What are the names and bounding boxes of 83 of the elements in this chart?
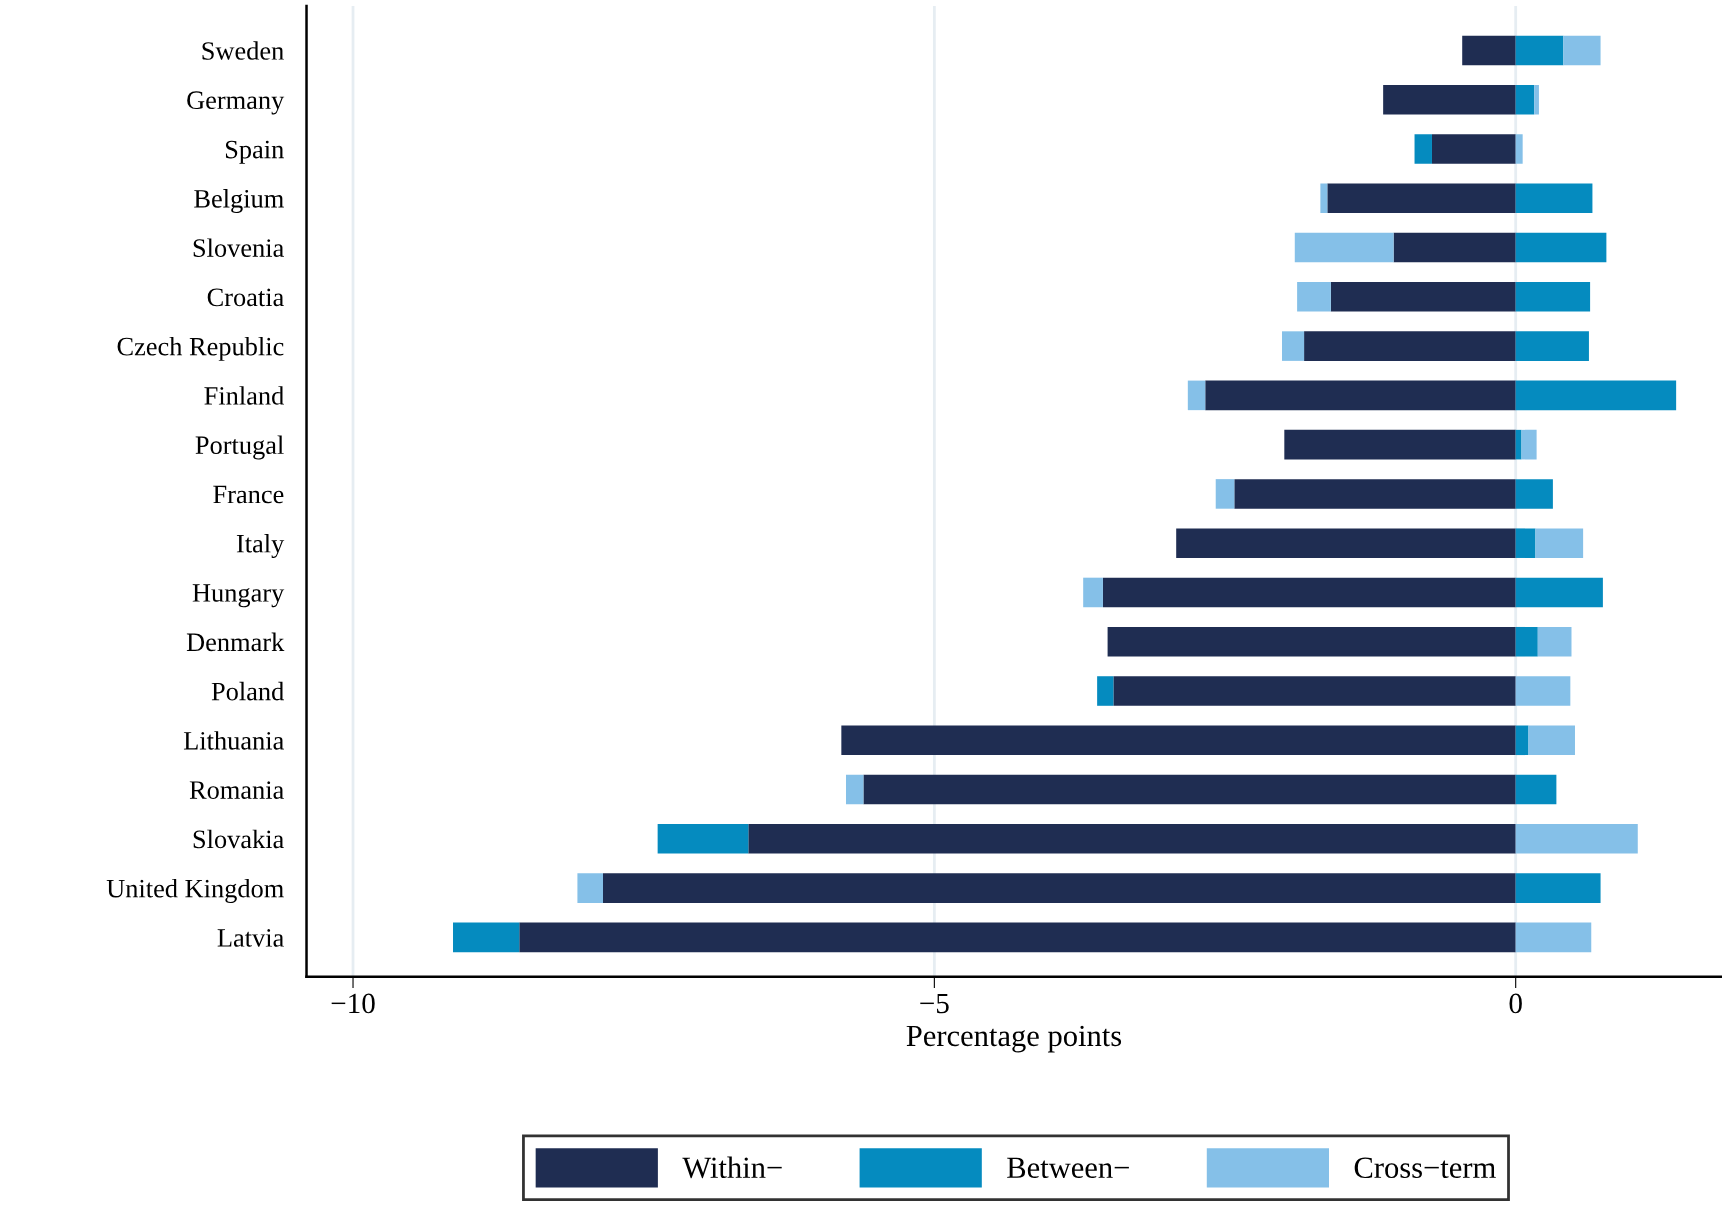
bar bbox=[845, 774, 864, 805]
bar bbox=[863, 774, 1516, 805]
bar bbox=[1515, 232, 1607, 263]
bar bbox=[1515, 873, 1601, 903]
bar bbox=[1320, 183, 1328, 214]
bar bbox=[1515, 282, 1591, 312]
bar bbox=[1515, 922, 1592, 953]
bar bbox=[1515, 35, 1564, 66]
bar bbox=[1515, 676, 1571, 706]
y-tick-label: United Kingdom bbox=[106, 878, 284, 903]
x-tick-label: −10 bbox=[331, 993, 375, 1014]
y-tick-label: Lithuania bbox=[183, 731, 284, 750]
bar bbox=[1515, 528, 1536, 558]
y-tick-label: France bbox=[213, 485, 284, 504]
y-tick-label: Czech Republic bbox=[117, 336, 284, 361]
bar bbox=[748, 824, 1516, 854]
x-axis-title: Percentage points bbox=[906, 1025, 1122, 1053]
legend-label: Within− bbox=[682, 1156, 782, 1179]
bar bbox=[1327, 183, 1516, 214]
y-tick-label: Germany bbox=[187, 91, 285, 115]
bar bbox=[577, 873, 603, 903]
bar bbox=[1515, 429, 1522, 460]
bar bbox=[519, 922, 1516, 953]
bar bbox=[1281, 331, 1305, 361]
bar bbox=[1383, 84, 1516, 115]
y-tick-label: Slovenia bbox=[193, 238, 284, 257]
bar bbox=[1215, 479, 1235, 509]
bar bbox=[1431, 134, 1516, 164]
bar bbox=[1205, 380, 1516, 411]
y-tick-label: Finland bbox=[204, 386, 284, 405]
y-tick-label: Italy bbox=[236, 534, 285, 559]
bar bbox=[1537, 626, 1572, 657]
y-tick-label: Slovakia bbox=[193, 829, 284, 849]
bar bbox=[1284, 429, 1516, 460]
bar bbox=[1535, 528, 1584, 558]
bar bbox=[1534, 84, 1539, 115]
bar bbox=[1294, 232, 1394, 263]
bar bbox=[453, 922, 520, 953]
bar bbox=[1528, 725, 1575, 756]
y-tick-label: Croatia bbox=[207, 288, 284, 307]
bar bbox=[1515, 725, 1529, 756]
bar bbox=[1563, 35, 1601, 66]
bar bbox=[841, 725, 1516, 756]
legend-label: Cross−term bbox=[1354, 1157, 1496, 1179]
bar bbox=[1113, 676, 1516, 706]
y-tick-label: Latvia bbox=[217, 929, 284, 947]
x-tick-label: −5 bbox=[920, 993, 949, 1014]
bar bbox=[1515, 183, 1593, 214]
y-tick-label: Sweden bbox=[202, 41, 284, 60]
bar bbox=[1515, 84, 1535, 115]
bar bbox=[1515, 134, 1523, 164]
bar bbox=[1304, 331, 1516, 361]
bar bbox=[1330, 282, 1516, 312]
y-tick-label: Belgium bbox=[194, 189, 284, 214]
y-tick-label: Romania bbox=[189, 781, 284, 799]
bar bbox=[1102, 577, 1516, 608]
bar bbox=[1176, 528, 1516, 558]
bar bbox=[1393, 232, 1516, 263]
bar bbox=[1297, 282, 1331, 312]
y-tick-label: Hungary bbox=[192, 584, 285, 608]
y-tick-label: Portugal bbox=[195, 435, 284, 460]
y-tick-label: Spain bbox=[225, 140, 284, 164]
bar bbox=[603, 873, 1516, 903]
y-tick-label: Poland bbox=[211, 681, 284, 701]
bar bbox=[1515, 479, 1553, 509]
bar bbox=[1515, 824, 1638, 854]
bar bbox=[1515, 380, 1677, 411]
bar bbox=[1515, 626, 1538, 657]
bar bbox=[1462, 35, 1516, 66]
bar bbox=[1414, 134, 1432, 164]
bar bbox=[1521, 429, 1537, 460]
bar bbox=[1083, 577, 1103, 608]
bar bbox=[1515, 774, 1557, 805]
x-tick-label: 0 bbox=[1509, 993, 1522, 1014]
y-tick-label: Denmark bbox=[186, 632, 285, 652]
bar bbox=[1107, 626, 1516, 657]
bar bbox=[1515, 577, 1603, 608]
bar bbox=[1187, 380, 1206, 411]
bar bbox=[1097, 676, 1114, 706]
legend-label: Between− bbox=[1007, 1157, 1129, 1179]
bar bbox=[1515, 331, 1589, 361]
bar bbox=[1234, 479, 1516, 509]
bar bbox=[657, 824, 749, 854]
